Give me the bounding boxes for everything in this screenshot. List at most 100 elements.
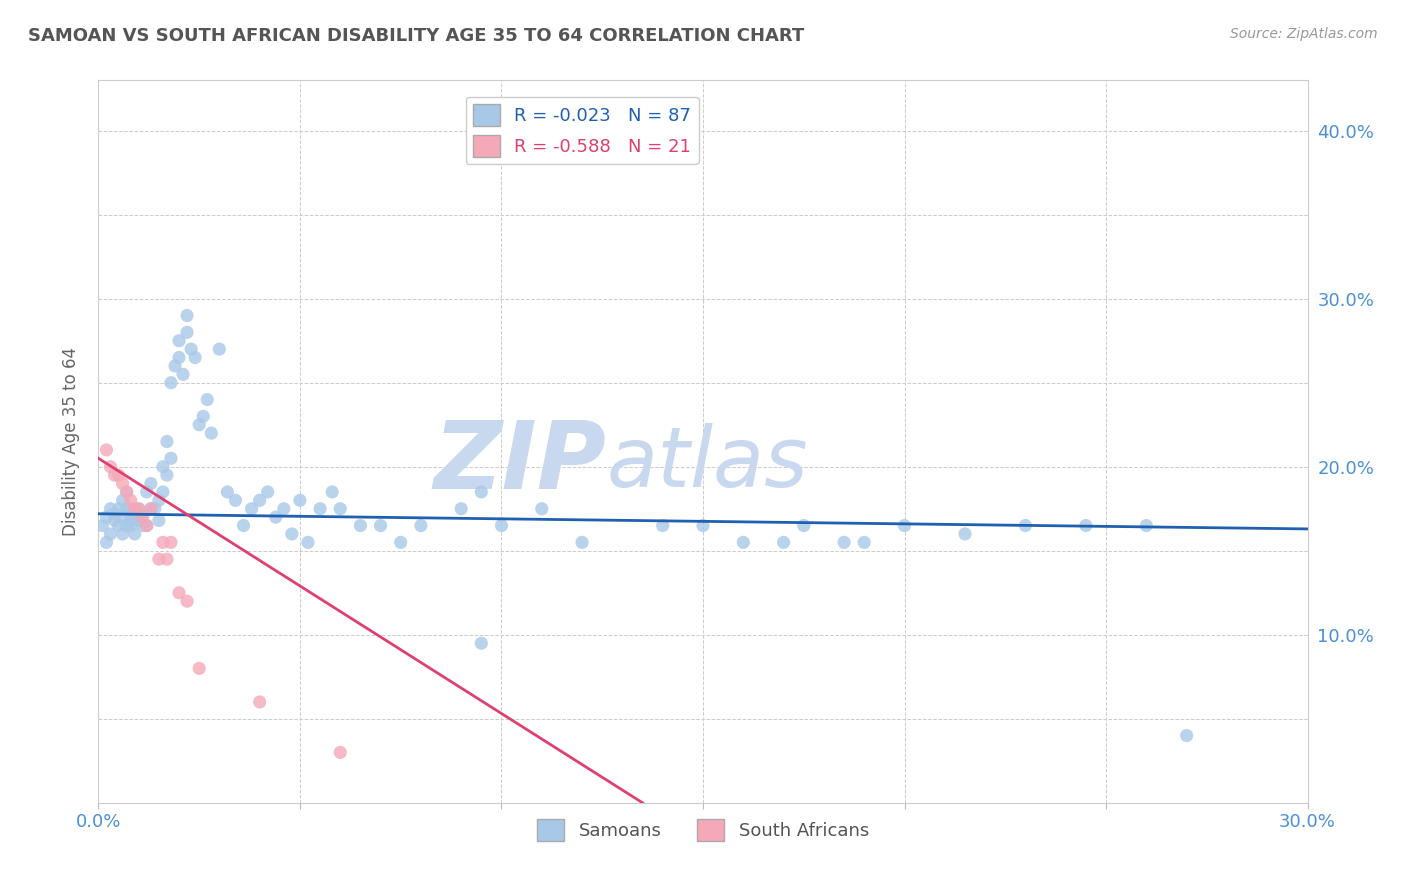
Point bbox=[115, 518, 138, 533]
Point bbox=[232, 518, 254, 533]
Point bbox=[772, 535, 794, 549]
Point bbox=[132, 510, 155, 524]
Point bbox=[893, 518, 915, 533]
Point bbox=[389, 535, 412, 549]
Point bbox=[953, 527, 976, 541]
Point bbox=[111, 476, 134, 491]
Point bbox=[329, 501, 352, 516]
Point bbox=[135, 485, 157, 500]
Point bbox=[288, 493, 311, 508]
Point bbox=[148, 514, 170, 528]
Point bbox=[491, 518, 513, 533]
Point bbox=[651, 518, 673, 533]
Point bbox=[240, 501, 263, 516]
Point bbox=[793, 518, 815, 533]
Point bbox=[160, 535, 183, 549]
Point bbox=[156, 552, 179, 566]
Point bbox=[208, 342, 231, 356]
Text: ZIP: ZIP bbox=[433, 417, 606, 509]
Point bbox=[124, 501, 146, 516]
Y-axis label: Disability Age 35 to 64: Disability Age 35 to 64 bbox=[62, 347, 80, 536]
Text: Source: ZipAtlas.com: Source: ZipAtlas.com bbox=[1230, 27, 1378, 41]
Point bbox=[128, 501, 150, 516]
Point bbox=[160, 376, 183, 390]
Point bbox=[297, 535, 319, 549]
Point bbox=[188, 661, 211, 675]
Point bbox=[172, 368, 194, 382]
Point bbox=[329, 745, 352, 759]
Point bbox=[188, 417, 211, 432]
Text: SAMOAN VS SOUTH AFRICAN DISABILITY AGE 35 TO 64 CORRELATION CHART: SAMOAN VS SOUTH AFRICAN DISABILITY AGE 3… bbox=[28, 27, 804, 45]
Point bbox=[733, 535, 755, 549]
Point bbox=[450, 501, 472, 516]
Point bbox=[470, 636, 492, 650]
Point bbox=[120, 514, 142, 528]
Point bbox=[120, 518, 142, 533]
Point bbox=[96, 535, 118, 549]
Point bbox=[103, 514, 125, 528]
Point bbox=[139, 476, 162, 491]
Point bbox=[167, 586, 190, 600]
Point bbox=[193, 409, 215, 424]
Point bbox=[156, 468, 179, 483]
Point bbox=[853, 535, 876, 549]
Point bbox=[530, 501, 553, 516]
Point bbox=[100, 501, 122, 516]
Point bbox=[111, 527, 134, 541]
Point bbox=[139, 501, 162, 516]
Legend: Samoans, South Africans: Samoans, South Africans bbox=[530, 812, 876, 848]
Point bbox=[176, 309, 198, 323]
Point bbox=[370, 518, 392, 533]
Point bbox=[180, 342, 202, 356]
Point bbox=[103, 507, 125, 521]
Point bbox=[470, 485, 492, 500]
Point bbox=[167, 334, 190, 348]
Point bbox=[200, 426, 222, 441]
Point bbox=[132, 507, 155, 521]
Point bbox=[409, 518, 432, 533]
Point bbox=[124, 527, 146, 541]
Point bbox=[217, 485, 239, 500]
Point bbox=[120, 493, 142, 508]
Point bbox=[132, 518, 155, 533]
Point bbox=[91, 518, 114, 533]
Point bbox=[571, 535, 593, 549]
Point bbox=[832, 535, 855, 549]
Point bbox=[249, 695, 271, 709]
Point bbox=[135, 518, 157, 533]
Point bbox=[1175, 729, 1198, 743]
Point bbox=[107, 501, 129, 516]
Point bbox=[124, 510, 146, 524]
Point bbox=[167, 351, 190, 365]
Point bbox=[160, 451, 183, 466]
Point bbox=[281, 527, 304, 541]
Point bbox=[1014, 518, 1036, 533]
Point bbox=[152, 485, 174, 500]
Point bbox=[143, 501, 166, 516]
Point bbox=[115, 501, 138, 516]
Point bbox=[135, 518, 157, 533]
Point bbox=[107, 518, 129, 533]
Point bbox=[264, 510, 287, 524]
Point bbox=[176, 594, 198, 608]
Point bbox=[163, 359, 186, 373]
Point bbox=[249, 493, 271, 508]
Point bbox=[96, 510, 118, 524]
Point bbox=[111, 510, 134, 524]
Point bbox=[148, 493, 170, 508]
Point bbox=[103, 468, 125, 483]
Point bbox=[195, 392, 218, 407]
Point bbox=[176, 326, 198, 340]
Point bbox=[111, 493, 134, 508]
Text: atlas: atlas bbox=[606, 423, 808, 504]
Point bbox=[152, 535, 174, 549]
Point bbox=[184, 351, 207, 365]
Point bbox=[1074, 518, 1097, 533]
Point bbox=[100, 459, 122, 474]
Point bbox=[128, 501, 150, 516]
Point bbox=[128, 514, 150, 528]
Point bbox=[148, 552, 170, 566]
Point bbox=[152, 459, 174, 474]
Point bbox=[1135, 518, 1157, 533]
Point bbox=[100, 527, 122, 541]
